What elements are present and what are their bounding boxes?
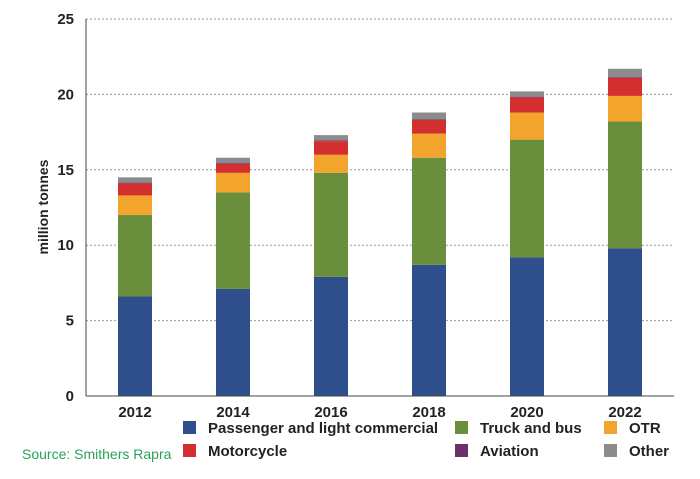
- axes: [85, 19, 674, 397]
- x-tick-label: 2016: [314, 404, 347, 421]
- bar-segment-truck-and-bus: [412, 157, 446, 265]
- legend-label: OTR: [629, 420, 661, 437]
- bar-stack-2012: [118, 177, 152, 396]
- bar-segment-passenger-and-light-commercial: [216, 288, 250, 396]
- y-tick-label: 0: [66, 388, 74, 405]
- bar-segment-other: [216, 157, 250, 164]
- bar-segment-motorcycle: [216, 163, 250, 173]
- legend-item-otr: OTR: [604, 420, 661, 437]
- bar-segment-motorcycle: [118, 183, 152, 196]
- x-tick-label: 2012: [118, 404, 151, 421]
- legend-label: Truck and bus: [480, 420, 582, 437]
- bar-segment-other: [314, 135, 348, 141]
- bar-segment-other: [608, 68, 642, 78]
- legend-item-motorcycle: Motorcycle: [183, 443, 287, 460]
- legend-item-passenger-and-light-commercial: Passenger and light commercial: [183, 420, 438, 437]
- bar-segment-motorcycle: [412, 120, 446, 134]
- legend-swatch: [455, 421, 468, 434]
- bar-segment-aviation: [608, 77, 642, 78]
- bar-segment-motorcycle: [608, 77, 642, 96]
- bar-stack-2022: [608, 68, 642, 396]
- legend: Passenger and light commercial Truck and …: [183, 420, 669, 460]
- legend-label: Aviation: [480, 443, 539, 460]
- legend-swatch: [604, 444, 617, 457]
- bar-segment-otr: [118, 195, 152, 216]
- bar-segment-passenger-and-light-commercial: [118, 296, 152, 396]
- legend-item-other: Other: [604, 443, 669, 460]
- bar-segment-aviation: [314, 140, 348, 142]
- source-note: Source: Smithers Rapra: [22, 446, 172, 462]
- bar-segment-truck-and-bus: [608, 121, 642, 249]
- bar-segment-otr: [412, 133, 446, 158]
- x-tick-label: 2018: [412, 404, 445, 421]
- bar-segment-otr: [314, 154, 348, 173]
- bar-segment-truck-and-bus: [118, 215, 152, 297]
- legend-label: Passenger and light commercial: [208, 420, 438, 437]
- legend-swatch: [455, 444, 468, 457]
- bar-segment-aviation: [118, 182, 152, 184]
- bar-segment-motorcycle: [510, 97, 544, 113]
- bar-segment-passenger-and-light-commercial: [314, 276, 348, 396]
- bar-segment-otr: [216, 172, 250, 193]
- bar-stack-2016: [314, 135, 348, 396]
- y-tick-label: 20: [57, 86, 74, 103]
- bar-stack-2018: [412, 112, 446, 396]
- x-tick-label: 2014: [216, 404, 250, 421]
- bar-segment-truck-and-bus: [314, 172, 348, 277]
- y-tick-label: 15: [57, 162, 74, 179]
- bar-segment-motorcycle: [314, 141, 348, 155]
- bar-segment-passenger-and-light-commercial: [510, 257, 544, 396]
- bar-segment-otr: [608, 95, 642, 122]
- x-tick-label: 2022: [608, 404, 641, 421]
- bar-segment-other: [510, 91, 544, 97]
- x-tick-label: 2020: [510, 404, 543, 421]
- legend-item-aviation: Aviation: [455, 443, 539, 460]
- x-tick-labels: 2012 2014 2016 2018 2020 2022: [118, 404, 641, 421]
- bar-segment-other: [118, 177, 152, 183]
- y-tick-label: 25: [57, 11, 74, 28]
- legend-label: Other: [629, 443, 669, 460]
- legend-item-truck-and-bus: Truck and bus: [455, 420, 582, 437]
- legend-label: Motorcycle: [208, 443, 287, 460]
- bar-segment-aviation: [216, 163, 250, 164]
- bar-segment-other: [412, 112, 446, 120]
- y-tick-label: 5: [66, 313, 74, 330]
- legend-swatch: [604, 421, 617, 434]
- bar-segment-aviation: [412, 119, 446, 121]
- bar-segment-passenger-and-light-commercial: [608, 248, 642, 396]
- gridlines: [86, 18, 674, 322]
- bar-stack-2014: [216, 157, 250, 396]
- bar-stack-2020: [510, 91, 544, 396]
- y-tick-labels: 0 5 10 15 20 25: [57, 11, 74, 405]
- legend-swatch: [183, 444, 196, 457]
- y-axis-title: million tonnes: [35, 159, 51, 254]
- bars: [118, 68, 642, 396]
- bar-segment-aviation: [510, 96, 544, 98]
- bar-segment-otr: [510, 112, 544, 140]
- bar-segment-truck-and-bus: [216, 192, 250, 289]
- y-tick-label: 10: [57, 237, 74, 254]
- bar-segment-truck-and-bus: [510, 139, 544, 258]
- bar-segment-passenger-and-light-commercial: [412, 264, 446, 396]
- legend-swatch: [183, 421, 196, 434]
